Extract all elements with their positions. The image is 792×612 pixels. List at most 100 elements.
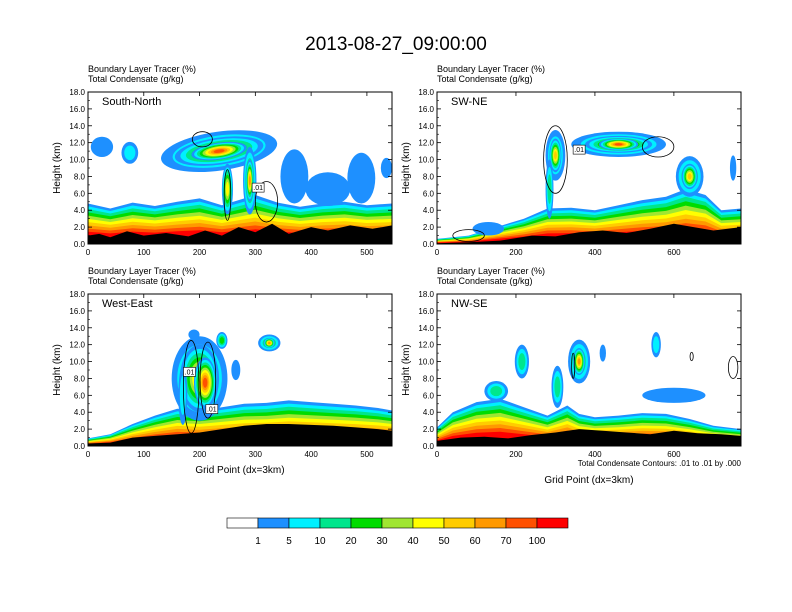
tracer-plume [577, 358, 581, 365]
tracer-plume [231, 359, 241, 381]
tracer-plume [305, 172, 351, 206]
tracer-plume [202, 377, 208, 388]
tracer-plume [280, 149, 309, 204]
tracer-plume [179, 375, 186, 416]
colorbar-swatch [474, 517, 507, 529]
x-tick-label: 500 [360, 450, 374, 459]
tracer-plume [614, 143, 623, 146]
y-tick-label: 0.0 [423, 240, 435, 249]
x-tick-label: 600 [667, 248, 681, 257]
panels: Boundary Layer Tracer (%) Total Condensat… [52, 64, 742, 486]
contour-label-box [183, 367, 196, 377]
condensate-contour [199, 341, 217, 419]
condensate-contour [191, 131, 213, 148]
tracer-plume [490, 386, 503, 397]
y-tick-label: 6.0 [423, 189, 435, 198]
colorbar-label: 100 [529, 536, 546, 547]
colorbar-swatch [505, 517, 538, 529]
y-tick-label: 0.0 [74, 240, 86, 249]
contour-label: .01 [185, 369, 195, 376]
x-tick-label: 0 [435, 450, 440, 459]
tracer-field [88, 294, 392, 446]
condensate-contour [727, 356, 739, 379]
contour-label-box [205, 404, 219, 414]
tracer-plume [248, 175, 251, 186]
panel-label-tracer: Boundary Layer Tracer (%) [88, 64, 196, 74]
tracer-plume [188, 329, 200, 340]
y-tick-label: 12.0 [418, 341, 434, 350]
panel-name: SW-NE [451, 96, 487, 108]
tracer-plume [225, 181, 230, 197]
y-tick-label: 0.0 [74, 442, 86, 451]
y-tick-label: 4.0 [74, 206, 86, 215]
colorbar-swatch [257, 517, 290, 529]
tracer-plume [729, 155, 737, 181]
y-tick-label: 2.0 [74, 425, 86, 434]
y-axis-title: Height (km) [52, 344, 63, 396]
colorbar-label: 70 [500, 536, 512, 547]
colorbar-swatch [412, 517, 445, 529]
y-tick-label: 14.0 [418, 122, 434, 131]
location-marker [585, 232, 593, 240]
contour-label-box [251, 182, 265, 193]
y-tick-label: 8.0 [423, 374, 435, 383]
x-tick-label: 100 [137, 248, 151, 257]
y-tick-label: 14.0 [69, 324, 85, 333]
y-tick-label: 2.0 [423, 223, 435, 232]
tracer-plume [124, 145, 136, 161]
y-tick-label: 2.0 [74, 223, 86, 232]
tracer-plume [642, 387, 706, 403]
x-tick-label: 200 [193, 248, 207, 257]
tracer-field [437, 92, 741, 244]
x-tick-label: 400 [588, 248, 602, 257]
y-tick-label: 14.0 [69, 122, 85, 131]
panel-label-condensate: Total Condensate (g/kg) [437, 74, 533, 84]
y-tick-label: 10.0 [69, 358, 85, 367]
y-tick-label: 6.0 [423, 391, 435, 400]
colorbar-swatch [350, 517, 383, 529]
y-tick-label: 16.0 [69, 307, 85, 316]
x-tick-label: 600 [667, 450, 681, 459]
panel-sw-ne: Boundary Layer Tracer (%)Total Condensat… [401, 64, 742, 257]
panel-label-condensate: Total Condensate (g/kg) [88, 276, 184, 286]
y-tick-label: 12.0 [69, 139, 85, 148]
condensate-contour [571, 352, 576, 379]
contour-label: .01 [253, 185, 263, 192]
x-tick-label: 300 [249, 450, 263, 459]
y-tick-label: 12.0 [69, 341, 85, 350]
colorbar-swatch [288, 517, 321, 529]
colorbar-swatch [381, 517, 414, 529]
location-marker [237, 232, 245, 240]
y-tick-label: 8.0 [74, 172, 86, 181]
panel-south-north: Boundary Layer Tracer (%)Total Condensat… [52, 64, 393, 257]
y-tick-label: 16.0 [69, 105, 85, 114]
tracer-plume [347, 152, 376, 204]
colorbar-label: 40 [407, 536, 419, 547]
x-tick-label: 400 [304, 248, 318, 257]
tracer-field [437, 294, 741, 446]
x-tick-label: 200 [509, 450, 523, 459]
condensate-contour [689, 351, 694, 362]
y-tick-label: 6.0 [74, 189, 86, 198]
x-tick-label: 400 [588, 450, 602, 459]
tracer-plume [90, 136, 114, 158]
y-tick-label: 16.0 [418, 105, 434, 114]
colorbar-label: 60 [469, 536, 481, 547]
y-tick-label: 4.0 [423, 206, 435, 215]
tracer-plume [554, 376, 561, 398]
condensate-contour [182, 340, 200, 434]
tracer-plume [553, 151, 557, 160]
y-tick-label: 18.0 [418, 88, 434, 97]
panel-label-tracer: Boundary Layer Tracer (%) [437, 266, 545, 276]
contour-label-box [572, 144, 586, 155]
y-tick-label: 0.0 [423, 442, 435, 451]
y-axis-title: Height (km) [52, 142, 63, 194]
colorbar-swatch [536, 517, 569, 529]
y-tick-label: 8.0 [74, 374, 86, 383]
y-tick-label: 10.0 [69, 156, 85, 165]
condensate-contour [223, 169, 232, 221]
tracer-plume [599, 344, 606, 362]
tracer-plume [472, 222, 505, 236]
x-axis-title: Grid Point (dx=3km) [195, 465, 284, 476]
